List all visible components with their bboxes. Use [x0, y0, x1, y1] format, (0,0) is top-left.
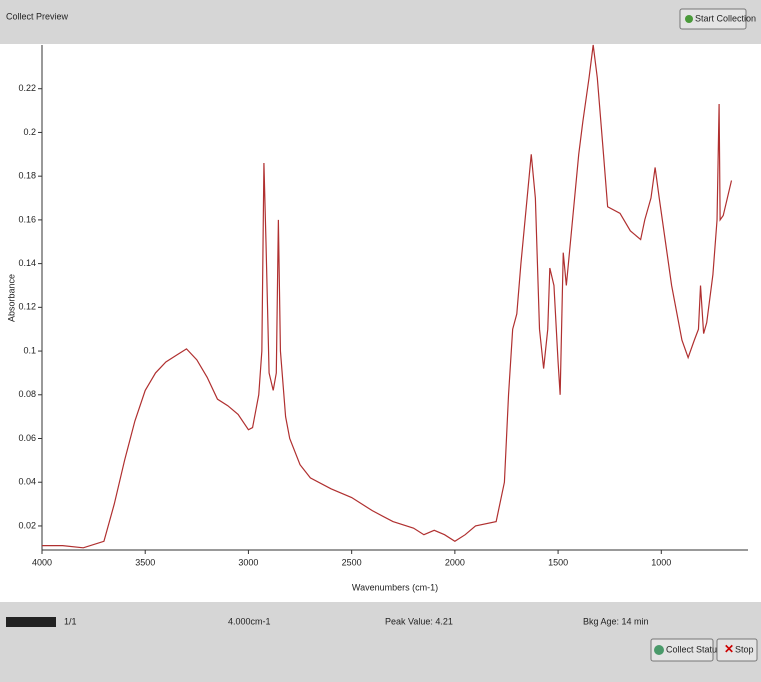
x-tick-label: 4000 — [32, 557, 52, 567]
stop-button[interactable]: ✕ Stop — [716, 638, 758, 662]
scan-count: 1/1 — [64, 616, 77, 626]
y-tick-label: 0.14 — [18, 258, 36, 268]
resolution: 4.000cm-1 — [228, 616, 271, 626]
status-bar — [0, 602, 761, 677]
y-tick-label: 0.02 — [18, 520, 36, 530]
plot-panel — [0, 44, 761, 602]
button-label[interactable]: Stop — [735, 644, 754, 654]
x-tick-label: 1500 — [548, 557, 568, 567]
button-label[interactable]: Collect Status — [666, 644, 722, 654]
y-tick-label: 0.04 — [18, 477, 36, 487]
stop-icon: ✕ — [724, 642, 734, 656]
progress-bar — [6, 617, 56, 627]
peak-value: Peak Value: 4.21 — [385, 616, 453, 626]
button-frame[interactable] — [679, 8, 747, 30]
collect-status-button[interactable]: Collect Status — [650, 638, 722, 662]
button-label[interactable]: Start Collection — [695, 13, 756, 23]
x-tick-label: 2000 — [445, 557, 465, 567]
y-tick-label: 0.08 — [18, 389, 36, 399]
y-axis-label: Absorbance — [6, 274, 16, 322]
x-tick-label: 2500 — [342, 557, 362, 567]
y-tick-label: 0.1 — [23, 345, 36, 355]
y-tick-label: 0.2 — [23, 127, 36, 137]
button-frame[interactable] — [716, 638, 758, 662]
y-tick-label: 0.22 — [18, 83, 36, 93]
y-tick-label: 0.16 — [18, 214, 36, 224]
spectrum-line — [42, 44, 733, 549]
x-tick-label: 3500 — [135, 557, 155, 567]
x-tick-label: 1000 — [651, 557, 671, 567]
y-tick-label: 0.12 — [18, 302, 36, 312]
y-tick-label: 0.18 — [18, 171, 36, 181]
progress-icon — [6, 617, 56, 627]
bkg-age: Bkg Age: 14 min — [583, 616, 649, 626]
y-tick-label: 0.06 — [18, 433, 36, 443]
button-frame[interactable] — [650, 638, 714, 662]
start-collection-button[interactable]: Start Collection — [679, 8, 756, 30]
button-icon — [654, 645, 664, 655]
button-icon — [685, 15, 693, 23]
window-title: Collect Preview — [6, 11, 69, 21]
x-axis-label: Wavenumbers (cm-1) — [352, 582, 438, 592]
x-tick-label: 3000 — [238, 557, 258, 567]
